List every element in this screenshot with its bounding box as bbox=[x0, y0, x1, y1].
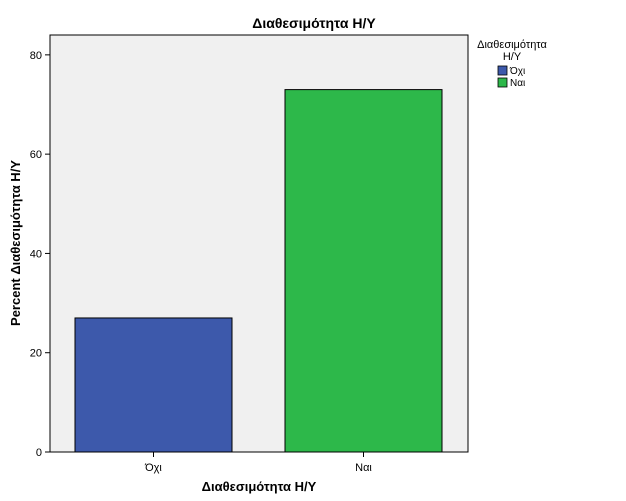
bar-2 bbox=[284, 89, 443, 453]
legend-swatch bbox=[497, 65, 508, 76]
legend-title-line-2: Η/Υ bbox=[503, 51, 522, 63]
y-axis-label: Percent Διαθεσιμότητα Η/Υ bbox=[8, 160, 23, 326]
y-tick-label: 20 bbox=[30, 348, 42, 360]
y-tick-label: 0 bbox=[36, 447, 42, 459]
legend-title-line-1: Διαθεσιμότητα bbox=[477, 39, 547, 51]
legend-swatch bbox=[497, 77, 508, 88]
bar-1 bbox=[74, 317, 233, 453]
y-tick-label: 60 bbox=[30, 149, 42, 161]
y-tick-label: 80 bbox=[30, 50, 42, 62]
x-tick-label: Όχι bbox=[144, 462, 162, 474]
y-axis: 0 20 40 60 80 bbox=[30, 50, 50, 459]
x-axis-label: Διαθεσιμότητα Η/Υ bbox=[202, 479, 317, 494]
legend-label: Όχι bbox=[509, 66, 525, 77]
y-tick-label: 40 bbox=[30, 248, 42, 260]
x-axis: Όχι Ναι bbox=[144, 452, 372, 474]
bars-group bbox=[74, 89, 443, 453]
legend-label: Ναι bbox=[510, 78, 525, 89]
chart-title: Διαθεσιμότητα Η/Υ bbox=[252, 15, 376, 31]
x-tick-label: Ναι bbox=[355, 462, 372, 474]
